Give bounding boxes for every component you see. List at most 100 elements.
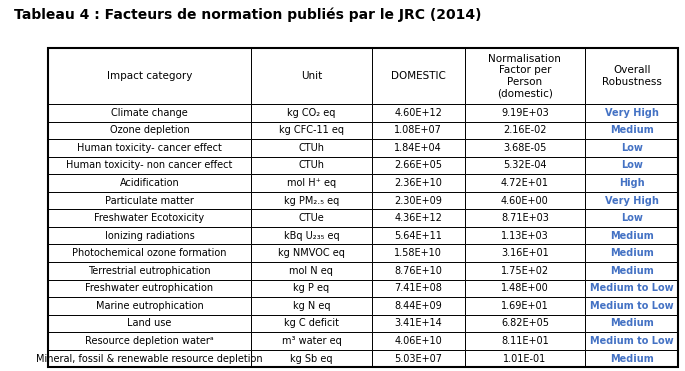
- Bar: [251, 104, 372, 122]
- Text: kg CFC-11 eq: kg CFC-11 eq: [279, 125, 344, 135]
- Bar: [251, 157, 372, 174]
- Text: 1.84E+04: 1.84E+04: [395, 143, 442, 153]
- Bar: [48, 262, 251, 280]
- Text: 5.03E+07: 5.03E+07: [394, 354, 442, 364]
- Text: 4.72E+01: 4.72E+01: [501, 178, 549, 188]
- Text: Climate change: Climate change: [111, 108, 188, 118]
- Text: Ozone depletion: Ozone depletion: [110, 125, 190, 135]
- Bar: [251, 244, 372, 262]
- Bar: [585, 157, 678, 174]
- Bar: [48, 227, 251, 244]
- Text: 4.06E+10: 4.06E+10: [395, 336, 442, 346]
- Bar: [372, 139, 464, 157]
- Text: Human toxicity- cancer effect: Human toxicity- cancer effect: [77, 143, 222, 153]
- Text: High: High: [619, 178, 645, 188]
- Text: 8.76E+10: 8.76E+10: [394, 266, 442, 276]
- Text: Tableau 4 : Facteurs de normation publiés par le JRC (2014): Tableau 4 : Facteurs de normation publié…: [14, 7, 481, 22]
- Text: kBq U₂₃₅ eq: kBq U₂₃₅ eq: [284, 231, 339, 241]
- Text: kg P eq: kg P eq: [293, 283, 329, 293]
- Text: Medium to Low: Medium to Low: [590, 336, 673, 346]
- Bar: [372, 104, 464, 122]
- Bar: [251, 262, 372, 280]
- Text: 2.66E+05: 2.66E+05: [394, 161, 442, 171]
- Text: Medium: Medium: [610, 231, 653, 241]
- Text: 8.71E+03: 8.71E+03: [501, 213, 549, 223]
- Text: DOMESTIC: DOMESTIC: [390, 71, 445, 81]
- Bar: [464, 192, 585, 209]
- Text: 1.08E+07: 1.08E+07: [394, 125, 442, 135]
- Bar: [251, 209, 372, 227]
- Bar: [585, 297, 678, 315]
- Bar: [464, 104, 585, 122]
- Bar: [585, 262, 678, 280]
- Text: Freshwater eutrophication: Freshwater eutrophication: [86, 283, 214, 293]
- Text: Impact category: Impact category: [107, 71, 192, 81]
- Bar: [372, 209, 464, 227]
- Bar: [48, 209, 251, 227]
- Bar: [464, 122, 585, 139]
- Bar: [48, 104, 251, 122]
- Text: Mineral, fossil & renewable resource depletion: Mineral, fossil & renewable resource dep…: [36, 354, 263, 364]
- Text: Human toxicity- non cancer effect: Human toxicity- non cancer effect: [66, 161, 233, 171]
- Bar: [48, 157, 251, 174]
- Text: Very High: Very High: [605, 196, 658, 206]
- Text: kg PM₂.₅ eq: kg PM₂.₅ eq: [284, 196, 339, 206]
- Text: 1.58E+10: 1.58E+10: [394, 248, 442, 258]
- Text: kg CO₂ eq: kg CO₂ eq: [287, 108, 336, 118]
- Text: 7.41E+08: 7.41E+08: [394, 283, 442, 293]
- Text: 3.41E+14: 3.41E+14: [395, 318, 442, 328]
- Bar: [48, 280, 251, 297]
- Bar: [251, 315, 372, 332]
- Text: Unit: Unit: [301, 71, 322, 81]
- Bar: [585, 48, 678, 104]
- Bar: [251, 174, 372, 192]
- Text: 8.11E+01: 8.11E+01: [501, 336, 549, 346]
- Text: Medium to Low: Medium to Low: [590, 301, 673, 311]
- Text: CTUh: CTUh: [299, 143, 325, 153]
- Bar: [464, 209, 585, 227]
- Bar: [372, 122, 464, 139]
- Bar: [251, 122, 372, 139]
- Bar: [251, 332, 372, 350]
- Text: kg Sb eq: kg Sb eq: [290, 354, 333, 364]
- Text: Medium to Low: Medium to Low: [590, 283, 673, 293]
- Text: 5.64E+11: 5.64E+11: [394, 231, 442, 241]
- Bar: [48, 48, 678, 367]
- Bar: [464, 315, 585, 332]
- Text: 1.01E-01: 1.01E-01: [503, 354, 547, 364]
- Text: mol N eq: mol N eq: [290, 266, 334, 276]
- Bar: [251, 192, 372, 209]
- Text: Normalisation
Factor per
Person
(domestic): Normalisation Factor per Person (domesti…: [488, 54, 561, 99]
- Text: 3.16E+01: 3.16E+01: [501, 248, 549, 258]
- Bar: [464, 332, 585, 350]
- Bar: [251, 350, 372, 367]
- Bar: [48, 315, 251, 332]
- Text: Medium: Medium: [610, 125, 653, 135]
- Bar: [372, 244, 464, 262]
- Text: Overall
Robustness: Overall Robustness: [601, 65, 662, 87]
- Text: 2.16E-02: 2.16E-02: [503, 125, 547, 135]
- Bar: [585, 104, 678, 122]
- Text: 4.60E+12: 4.60E+12: [394, 108, 442, 118]
- Bar: [372, 315, 464, 332]
- Bar: [585, 192, 678, 209]
- Bar: [585, 315, 678, 332]
- Bar: [585, 122, 678, 139]
- Text: Marine eutrophication: Marine eutrophication: [96, 301, 203, 311]
- Text: Medium: Medium: [610, 354, 653, 364]
- Bar: [464, 280, 585, 297]
- Bar: [372, 332, 464, 350]
- Text: CTUe: CTUe: [299, 213, 324, 223]
- Text: 1.75E+02: 1.75E+02: [501, 266, 549, 276]
- Bar: [464, 139, 585, 157]
- Text: Resource depletion waterᵃ: Resource depletion waterᵃ: [85, 336, 214, 346]
- Text: Medium: Medium: [610, 318, 653, 328]
- Bar: [585, 209, 678, 227]
- Text: 5.32E-04: 5.32E-04: [503, 161, 547, 171]
- Bar: [372, 48, 464, 104]
- Bar: [464, 174, 585, 192]
- Bar: [372, 157, 464, 174]
- Text: kg NMVOC eq: kg NMVOC eq: [278, 248, 345, 258]
- Bar: [464, 244, 585, 262]
- Text: Freshwater Ecotoxicity: Freshwater Ecotoxicity: [95, 213, 205, 223]
